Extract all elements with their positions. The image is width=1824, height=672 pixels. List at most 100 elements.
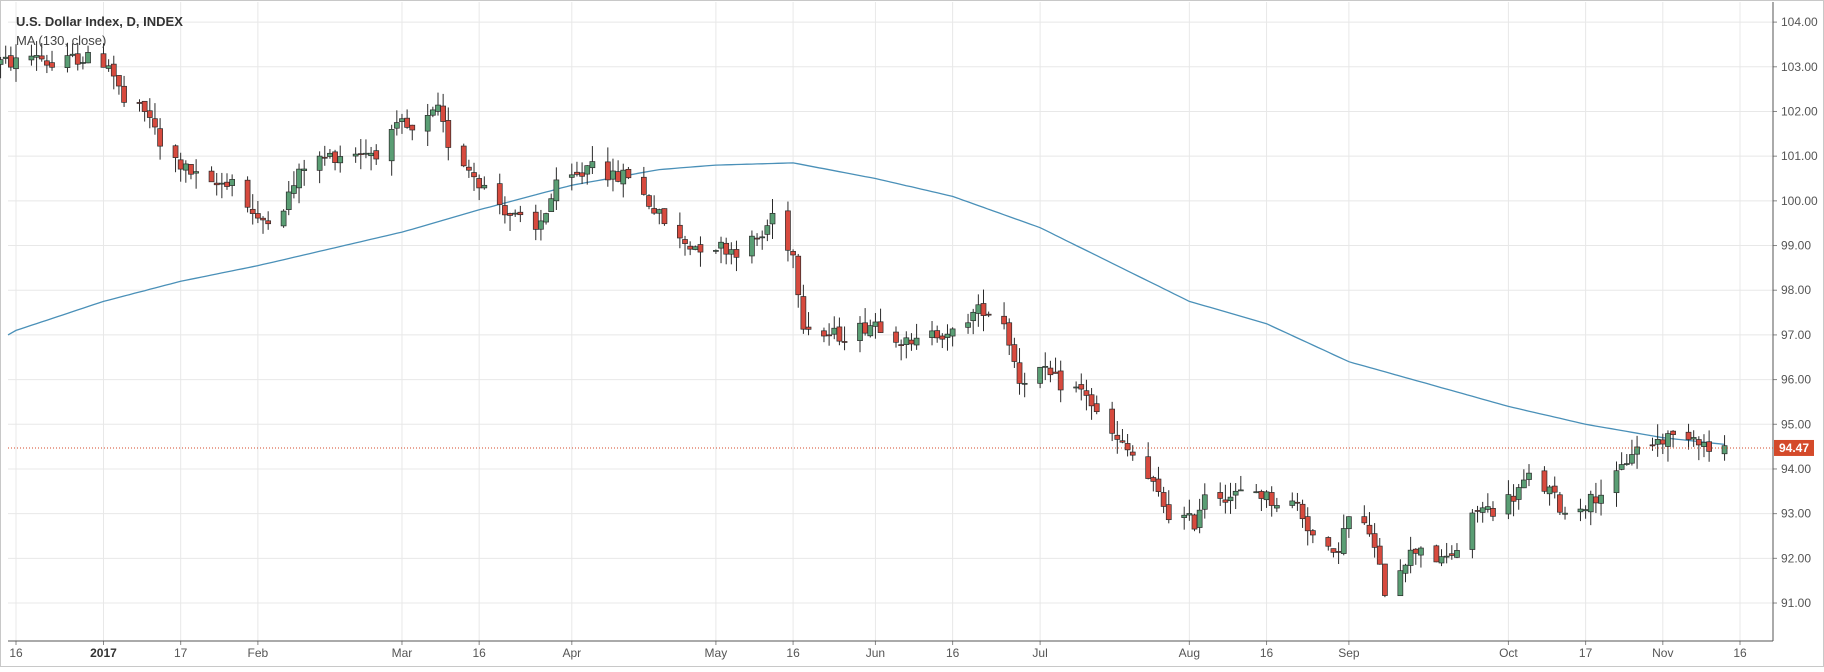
candle: [481, 176, 488, 190]
candle: [1479, 501, 1486, 523]
candle-body: [136, 102, 143, 104]
candle-body: [682, 239, 688, 244]
candle: [1006, 318, 1013, 355]
candle: [1418, 546, 1424, 568]
candle-body: [980, 303, 987, 316]
candle-body: [1227, 496, 1234, 502]
candle-body: [656, 209, 663, 214]
candle: [373, 144, 380, 165]
candle-body: [785, 210, 791, 251]
candle: [1237, 475, 1244, 492]
candle-body: [857, 322, 863, 341]
candle-body: [1222, 499, 1229, 503]
candle-body: [1382, 563, 1388, 596]
candle-body: [74, 53, 81, 65]
candle-body: [1366, 524, 1373, 535]
candle-body: [975, 304, 982, 314]
candle: [1454, 543, 1460, 559]
candle-body: [1258, 491, 1265, 499]
x-tick-label: Nov: [1652, 646, 1673, 660]
candle-body: [1546, 486, 1553, 495]
candle: [157, 118, 163, 160]
candle: [1376, 537, 1383, 565]
candle-body: [1289, 500, 1296, 506]
candle-body: [177, 159, 184, 170]
candle-body: [898, 344, 905, 346]
candle-body: [1695, 439, 1702, 446]
candle: [517, 205, 524, 223]
candle-body: [584, 165, 591, 175]
x-tick-label: Feb: [248, 646, 269, 660]
candle: [548, 193, 555, 212]
candle: [1001, 302, 1007, 330]
candle: [1340, 514, 1347, 556]
candle: [661, 208, 668, 226]
candle: [1361, 505, 1368, 525]
candle: [280, 209, 287, 228]
candle: [1562, 506, 1568, 520]
candle-body: [970, 311, 977, 322]
candle: [1541, 466, 1548, 494]
candle: [110, 55, 117, 90]
candle: [1129, 445, 1136, 461]
candle: [795, 253, 802, 308]
x-tick-label: Sep: [1338, 646, 1360, 660]
candle: [188, 164, 194, 180]
candle-body: [1186, 513, 1193, 516]
candle: [1371, 523, 1378, 558]
chart-title: U.S. Dollar Index, D, INDEX: [16, 14, 183, 29]
candle: [1690, 430, 1697, 447]
candle: [352, 147, 359, 163]
candle-body: [1340, 528, 1347, 554]
candle-body: [1016, 362, 1023, 384]
candle-body: [1304, 516, 1311, 532]
candle-body: [1510, 495, 1517, 502]
x-tick-label: 17: [1579, 646, 1593, 660]
candle: [733, 240, 740, 272]
candle: [393, 110, 400, 136]
candle-body: [1412, 548, 1419, 554]
candle: [1665, 430, 1671, 462]
candle-body: [769, 212, 776, 225]
ma-line: [7, 162, 1725, 446]
candle-body: [1217, 492, 1224, 499]
candle-body: [1562, 512, 1568, 515]
candle-body: [1294, 501, 1301, 504]
candle-body: [1119, 440, 1126, 443]
candle-body: [610, 170, 616, 180]
candle: [826, 323, 832, 346]
candle: [1304, 507, 1311, 546]
candle-body: [733, 249, 740, 258]
candle-body: [517, 211, 524, 216]
candle: [1330, 548, 1337, 558]
candle: [1366, 512, 1373, 537]
candle-body: [1001, 315, 1007, 325]
candle-body: [1454, 550, 1460, 558]
candle-body: [1469, 512, 1476, 550]
candle-body: [182, 163, 189, 171]
y-tick-label: 96.00: [1781, 373, 1811, 387]
candle-body: [1443, 555, 1450, 558]
candle-body: [939, 335, 946, 340]
candle: [1273, 497, 1280, 513]
candle: [208, 166, 215, 183]
candle-body: [219, 182, 225, 185]
candle-body: [543, 213, 549, 223]
candle-body: [429, 109, 436, 116]
candle-body: [1654, 438, 1661, 445]
candle-body: [1160, 492, 1167, 507]
candle-body: [69, 53, 76, 56]
x-tick-label: 2017: [90, 646, 117, 660]
candle: [1160, 486, 1167, 514]
candle-body: [805, 326, 812, 330]
candle: [800, 284, 807, 334]
candle: [1268, 486, 1275, 517]
last-price-label: 94.47: [1779, 441, 1809, 455]
candle: [759, 230, 766, 250]
y-tick-label: 98.00: [1781, 283, 1811, 297]
candle-body: [38, 55, 45, 60]
candle: [1047, 360, 1054, 383]
candle-body: [800, 296, 807, 330]
